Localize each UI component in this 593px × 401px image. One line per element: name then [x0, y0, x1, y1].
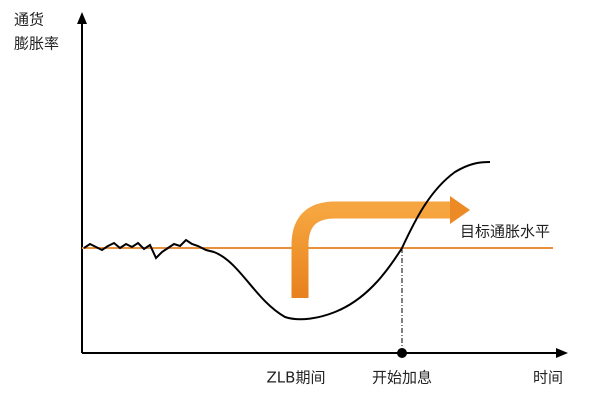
policy-arrow: [291, 201, 452, 298]
axes: [81, 20, 560, 354]
x-axis-label: 时间: [533, 369, 563, 387]
y-axis-label: 膨胀率: [14, 35, 59, 53]
hike-point: [397, 348, 407, 358]
x-arrowhead: [556, 348, 568, 358]
y-arrowhead: [77, 12, 87, 24]
inflation-curve: [83, 161, 491, 321]
hike-label: 开始加息: [372, 369, 432, 387]
policy-arrowhead: [450, 196, 470, 224]
target-label: 目标通胀水平: [460, 223, 550, 241]
y-axis-label: 通货: [14, 11, 44, 29]
zlb-label: ZLB期间: [267, 369, 326, 387]
